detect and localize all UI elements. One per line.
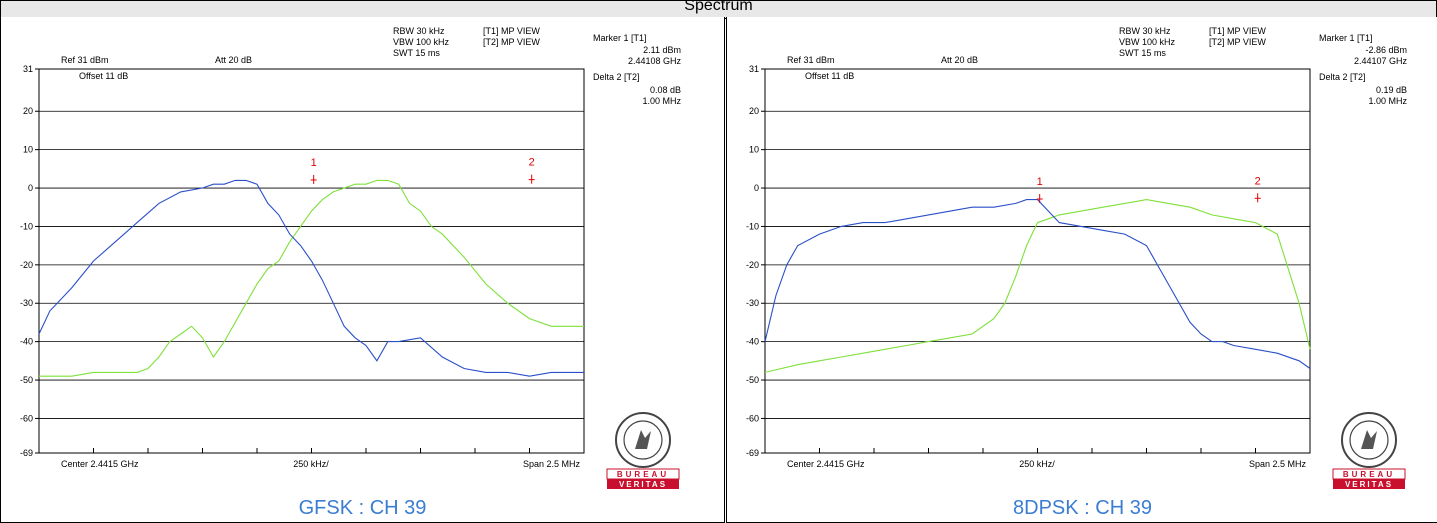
trace-1-blue xyxy=(764,199,1311,369)
marker-2-label: 2 xyxy=(1255,175,1261,187)
logo-text-bureau: BUREAU xyxy=(617,470,669,479)
vbw-label: VBW 100 kHz xyxy=(393,37,450,47)
offset-label: Offset 11 dB xyxy=(805,71,854,81)
y-tick-label: -50 xyxy=(746,375,759,385)
attenuation-label: Att 20 dB xyxy=(215,55,252,65)
y-tick-label: 0 xyxy=(754,183,759,193)
trace1-mode: [T1] MP VIEW xyxy=(483,26,540,36)
logo-text-veritas: VERITAS xyxy=(619,480,667,489)
y-tick-label: -60 xyxy=(746,413,759,423)
vbw-label: VBW 100 kHz xyxy=(1119,37,1176,47)
panel-caption: 8DPSK : CH 39 xyxy=(1013,497,1152,519)
marker-2-label: 2 xyxy=(529,157,535,169)
delta2-frequency: 1.00 MHz xyxy=(1368,96,1407,106)
rbw-label: RBW 30 kHz xyxy=(1119,26,1171,36)
y-tick-label: -20 xyxy=(20,260,33,270)
marker1-level: 2.11 dBm xyxy=(643,45,681,55)
offset-label: Offset 11 dB xyxy=(79,71,128,81)
marker-1-label: 1 xyxy=(1037,176,1043,188)
y-tick-label: -69 xyxy=(746,448,759,458)
delta2-title: Delta 2 [T2] xyxy=(593,72,640,82)
logo-text-veritas: VERITAS xyxy=(1345,480,1393,489)
logo-bar-bottom xyxy=(1333,479,1405,489)
trace-1-blue xyxy=(38,179,584,377)
y-tick-label: -40 xyxy=(20,337,33,347)
y-tick-label: -30 xyxy=(20,298,33,308)
y-tick-label: 10 xyxy=(749,145,759,155)
panel-caption: GFSK : CH 39 xyxy=(298,497,427,519)
division-label: 250 kHz/ xyxy=(1019,459,1055,469)
y-tick-label: -50 xyxy=(20,375,33,385)
logo-bar-bottom xyxy=(607,479,679,489)
y-tick-label: -10 xyxy=(20,221,33,231)
trace2-mode: [T2] MP VIEW xyxy=(1209,37,1266,47)
marker-1-label: 1 xyxy=(311,157,317,169)
span-label: Span 2.5 MHz xyxy=(1249,459,1307,469)
y-tick-label: 31 xyxy=(749,64,759,74)
y-tick-label: -40 xyxy=(746,337,759,347)
marker1-frequency: 2.44107 GHz xyxy=(1354,56,1408,66)
y-tick-label: -60 xyxy=(20,413,33,423)
page-title: Spectrum xyxy=(684,0,753,14)
trace2-mode: [T2] MP VIEW xyxy=(483,37,540,47)
y-tick-label: 20 xyxy=(23,106,33,116)
logo-text-bureau: BUREAU xyxy=(1343,470,1395,479)
ref-level-label: Ref 31 dBm xyxy=(61,55,109,65)
y-tick-label: 0 xyxy=(28,183,33,193)
swt-label: SWT 15 ms xyxy=(1119,48,1166,58)
attenuation-label: Att 20 dB xyxy=(941,55,978,65)
plot-frame xyxy=(764,68,1311,454)
marker1-title: Marker 1 [T1] xyxy=(593,33,647,43)
delta2-level: 0.19 dB xyxy=(1376,85,1407,95)
y-tick-label: -69 xyxy=(20,448,33,458)
y-tick-label: -30 xyxy=(746,298,759,308)
logo-figure-icon xyxy=(635,430,651,449)
rbw-label: RBW 30 kHz xyxy=(393,26,445,36)
marker1-frequency: 2.44108 GHz xyxy=(628,56,682,66)
y-tick-label: 31 xyxy=(23,64,33,74)
delta2-level: 0.08 dB xyxy=(650,85,681,95)
span-label: Span 2.5 MHz xyxy=(523,459,581,469)
y-tick-label: 20 xyxy=(749,106,759,116)
y-tick-label: -10 xyxy=(746,221,759,231)
center-frequency-label: Center 2.4415 GHz xyxy=(61,459,139,469)
trace-2-green xyxy=(39,179,584,377)
spectrum-panel-8dpsk: RBW 30 kHz VBW 100 kHz SWT 15 ms [T1] MP VI… xyxy=(726,17,1437,523)
marker1-level: -2.86 dBm xyxy=(1365,45,1407,55)
center-frequency-label: Center 2.4415 GHz xyxy=(787,459,865,469)
delta2-frequency: 1.00 MHz xyxy=(642,96,681,106)
division-label: 250 kHz/ xyxy=(293,459,329,469)
y-tick-label: -20 xyxy=(746,260,759,270)
delta2-title: Delta 2 [T2] xyxy=(1319,72,1366,82)
marker1-title: Marker 1 [T1] xyxy=(1319,33,1373,43)
logo-figure-icon xyxy=(1361,430,1377,449)
spectrum-panel-gfsk: RBW 30 kHz VBW 100 kHz SWT 15 ms [T1] MP VI… xyxy=(0,17,725,523)
trace1-mode: [T1] MP VIEW xyxy=(1209,26,1266,36)
ref-level-label: Ref 31 dBm xyxy=(787,55,835,65)
trace-2-green xyxy=(764,199,1311,373)
swt-label: SWT 15 ms xyxy=(393,48,440,58)
y-tick-label: 10 xyxy=(23,145,33,155)
